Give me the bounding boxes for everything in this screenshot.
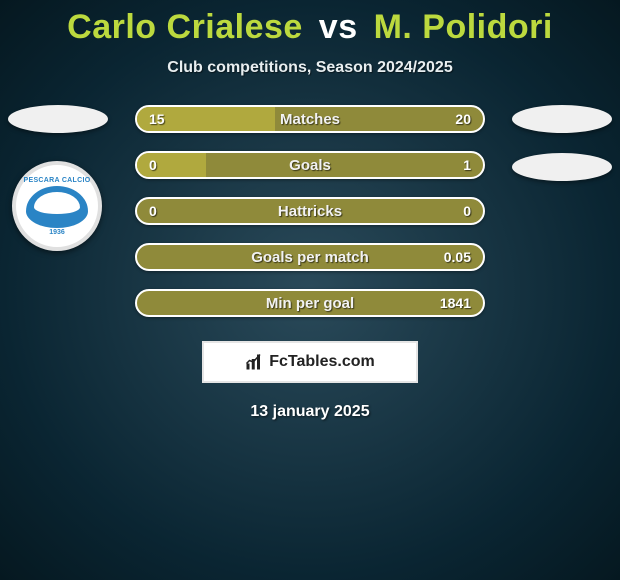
player2-name: M. Polidori xyxy=(374,8,553,46)
stat-value-left: 15 xyxy=(137,107,177,131)
brand-text: FcTables.com xyxy=(269,353,375,371)
stat-row: 1841Min per goal xyxy=(135,289,485,317)
stat-value-right: 0.05 xyxy=(432,245,483,269)
club-badge: PESCARA CALCIO 1936 xyxy=(12,161,102,251)
stat-value-left: 0 xyxy=(137,199,169,223)
player1-slot-icon xyxy=(8,105,108,133)
page-title: Carlo Crialese vs M. Polidori xyxy=(0,0,620,47)
stat-value-right: 1841 xyxy=(428,291,483,315)
stat-label: Hattricks xyxy=(137,199,483,223)
date-label: 13 january 2025 xyxy=(0,403,620,421)
club-name: PESCARA CALCIO xyxy=(24,177,91,184)
stat-value-right: 1 xyxy=(451,153,483,177)
vs-label: vs xyxy=(319,8,358,46)
player2-slot-icon xyxy=(512,105,612,133)
subtitle: Club competitions, Season 2024/2025 xyxy=(0,59,620,77)
stat-value-right: 0 xyxy=(451,199,483,223)
club-year: 1936 xyxy=(49,229,65,236)
chart-icon xyxy=(245,353,263,371)
stat-value-left: 0 xyxy=(137,153,169,177)
stat-row: 01Goals xyxy=(135,151,485,179)
player2-slot2-icon xyxy=(512,153,612,181)
dolphin-icon xyxy=(26,186,88,228)
stat-value-right: 20 xyxy=(443,107,483,131)
brand-box[interactable]: FcTables.com xyxy=(202,341,418,383)
stats-container: PESCARA CALCIO 1936 1520Matches01Goals00… xyxy=(0,105,620,317)
stat-row: 0.05Goals per match xyxy=(135,243,485,271)
player1-name: Carlo Crialese xyxy=(67,8,303,46)
stat-row: 1520Matches xyxy=(135,105,485,133)
stat-bars: 1520Matches01Goals00Hattricks0.05Goals p… xyxy=(135,105,485,317)
stat-row: 0 0Hattricks xyxy=(135,197,485,225)
